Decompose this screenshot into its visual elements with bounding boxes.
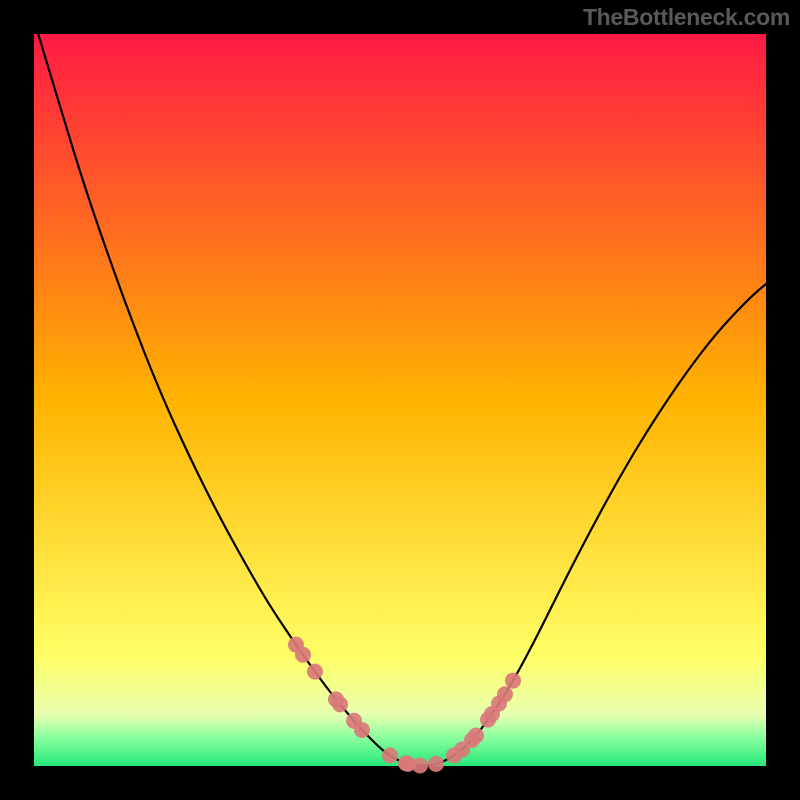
curve-marker [428, 756, 444, 772]
chart-svg [34, 34, 766, 766]
curve-marker [398, 755, 414, 771]
curve-marker [412, 758, 428, 774]
curve-marker [295, 647, 311, 663]
curve-marker [505, 673, 521, 689]
curve-marker [307, 664, 323, 680]
curve-marker [332, 696, 348, 712]
curve-marker [497, 686, 513, 702]
bottleneck-curve [34, 20, 766, 766]
chart-plot-area [34, 34, 766, 766]
curve-markers [288, 637, 521, 774]
curve-marker [354, 722, 370, 738]
curve-marker [382, 748, 398, 764]
curve-marker [468, 728, 484, 744]
watermark-text: TheBottleneck.com [583, 4, 790, 31]
